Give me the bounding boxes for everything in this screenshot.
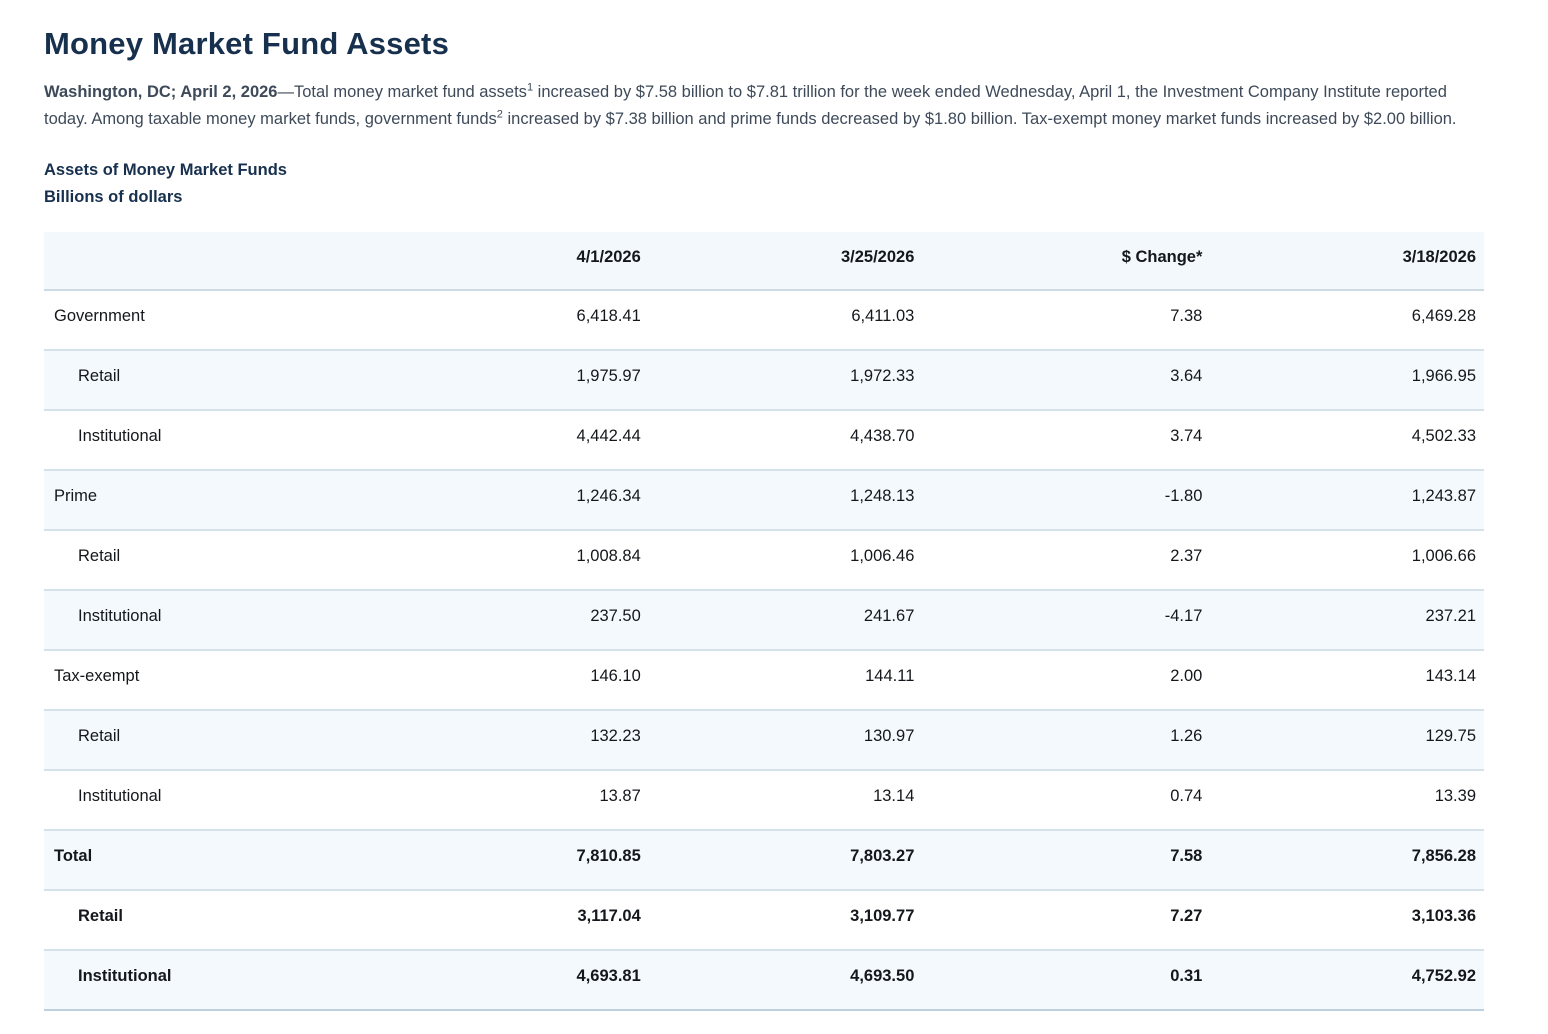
- cell-value: 4,693.50: [648, 950, 923, 1011]
- intro-text-3: increased by $7.38 billion and prime fun…: [502, 110, 1457, 128]
- table-row: Institutional 237.50 241.67 -4.17 237.21: [44, 590, 1484, 651]
- table-row: Retail 3,117.04 3,109.77 7.27 3,103.36: [44, 890, 1484, 951]
- cell-value: 3,109.77: [648, 890, 923, 951]
- table-row: Institutional 13.87 13.14 0.74 13.39: [44, 770, 1484, 831]
- cell-value: 13.87: [484, 770, 649, 831]
- column-header-date-1: 4/1/2026: [484, 232, 649, 291]
- cell-value: 143.14: [1210, 650, 1484, 711]
- table-row: Retail 1,975.97 1,972.33 3.64 1,966.95: [44, 350, 1484, 411]
- cell-value: 1,243.87: [1210, 470, 1484, 531]
- cell-value: 0.31: [922, 950, 1211, 1011]
- dateline: Washington, DC; April 2, 2026: [44, 83, 278, 101]
- table-row: Institutional 4,442.44 4,438.70 3.74 4,502.3…: [44, 410, 1484, 471]
- cell-value: 3,117.04: [484, 890, 649, 951]
- row-label: Retail: [44, 890, 485, 951]
- table-subtitle: Billions of dollars: [44, 188, 183, 206]
- cell-value: 132.23: [484, 710, 649, 771]
- table-title: Assets of Money Market Funds: [44, 161, 287, 179]
- table-row: Prime 1,246.34 1,248.13 -1.80 1,243.87: [44, 470, 1484, 531]
- cell-value: 2.00: [922, 650, 1211, 711]
- assets-table: 4/1/2026 3/25/2026 $ Change* 3/18/2026 G…: [44, 232, 1484, 1011]
- cell-value: 1.26: [922, 710, 1211, 771]
- row-label: Institutional: [44, 410, 485, 471]
- cell-value: 13.39: [1210, 770, 1484, 831]
- cell-value: 237.50: [484, 590, 649, 651]
- cell-value: 130.97: [648, 710, 923, 771]
- cell-value: 2.37: [922, 530, 1211, 591]
- cell-value: 6,469.28: [1210, 290, 1484, 351]
- intro-paragraph: Washington, DC; April 2, 2026—Total mone…: [44, 79, 1484, 133]
- cell-value: -4.17: [922, 590, 1211, 651]
- row-label: Prime: [44, 470, 485, 531]
- cell-value: 4,693.81: [484, 950, 649, 1011]
- table-row: Institutional 4,693.81 4,693.50 0.31 4,752.9…: [44, 950, 1484, 1011]
- column-header-date-2: 3/25/2026: [648, 232, 923, 291]
- cell-value: 3.64: [922, 350, 1211, 411]
- cell-value: 3,103.36: [1210, 890, 1484, 951]
- cell-value: 7,856.28: [1210, 830, 1484, 891]
- table-body: Government 6,418.41 6,411.03 7.38 6,469.28 Re…: [44, 290, 1484, 1011]
- column-header-blank: [44, 232, 485, 291]
- footnote-ref-2: 2: [496, 108, 503, 121]
- cell-value: 1,972.33: [648, 350, 923, 411]
- row-label: Retail: [44, 710, 485, 771]
- cell-value: 4,442.44: [484, 410, 649, 471]
- cell-value: 4,438.70: [648, 410, 923, 471]
- cell-value: 144.11: [648, 650, 923, 711]
- table-row: Tax-exempt 146.10 144.11 2.00 143.14: [44, 650, 1484, 711]
- table-row: Government 6,418.41 6,411.03 7.38 6,469.28: [44, 290, 1484, 351]
- cell-value: 1,248.13: [648, 470, 923, 531]
- cell-value: 3.74: [922, 410, 1211, 471]
- cell-value: 7.38: [922, 290, 1211, 351]
- footnote-ref-1: 1: [526, 81, 534, 94]
- cell-value: 13.14: [648, 770, 923, 831]
- cell-value: 7,810.85: [484, 830, 649, 891]
- row-label: Total: [44, 830, 485, 891]
- cell-value: 237.21: [1210, 590, 1484, 651]
- table-row: Retail 132.23 130.97 1.26 129.75: [44, 710, 1484, 771]
- table-row: Total 7,810.85 7,803.27 7.58 7,856.28: [44, 830, 1484, 891]
- cell-value: 6,418.41: [484, 290, 649, 351]
- cell-value: 7,803.27: [648, 830, 923, 891]
- cell-value: 1,006.66: [1210, 530, 1484, 591]
- table-row: Retail 1,008.84 1,006.46 2.37 1,006.66: [44, 530, 1484, 591]
- page-title: Money Market Fund Assets: [44, 26, 450, 61]
- column-header-date-3: 3/18/2026: [1210, 232, 1484, 291]
- row-label: Institutional: [44, 950, 485, 1011]
- intro-text-1: —Total money market fund assets: [277, 83, 527, 101]
- row-label: Institutional: [44, 590, 485, 651]
- cell-value: 4,502.33: [1210, 410, 1484, 471]
- column-header-change: $ Change*: [922, 232, 1211, 291]
- table-header: 4/1/2026 3/25/2026 $ Change* 3/18/2026: [44, 232, 1484, 291]
- cell-value: 146.10: [484, 650, 649, 711]
- cell-value: 1,975.97: [484, 350, 649, 411]
- row-label: Government: [44, 290, 485, 351]
- cell-value: -1.80: [922, 470, 1211, 531]
- cell-value: 129.75: [1210, 710, 1484, 771]
- cell-value: 7.58: [922, 830, 1211, 891]
- cell-value: 1,008.84: [484, 530, 649, 591]
- cell-value: 241.67: [648, 590, 923, 651]
- cell-value: 1,966.95: [1210, 350, 1484, 411]
- row-label: Tax-exempt: [44, 650, 485, 711]
- cell-value: 0.74: [922, 770, 1211, 831]
- cell-value: 1,246.34: [484, 470, 649, 531]
- cell-value: 1,006.46: [648, 530, 923, 591]
- row-label: Retail: [44, 530, 485, 591]
- cell-value: 4,752.92: [1210, 950, 1484, 1011]
- cell-value: 7.27: [922, 890, 1211, 951]
- cell-value: 6,411.03: [648, 290, 923, 351]
- row-label: Institutional: [44, 770, 485, 831]
- intro-text-2: increased by $7.58 billion to $7.81 tril…: [44, 83, 1447, 128]
- row-label: Retail: [44, 350, 485, 411]
